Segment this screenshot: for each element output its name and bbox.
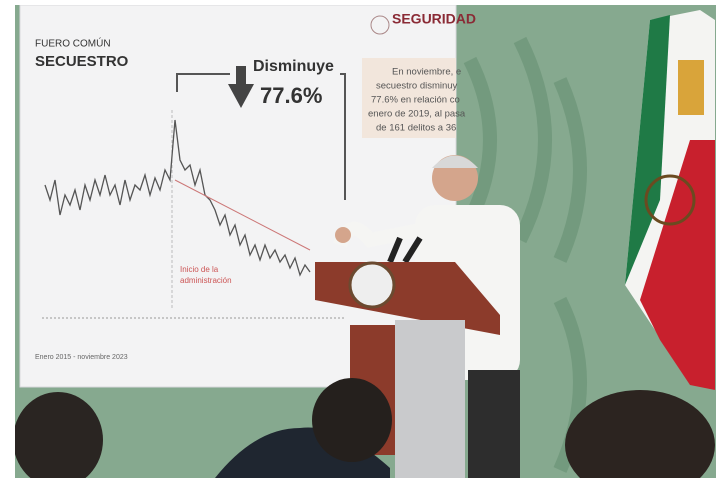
note-line: 77.6% en relación co [371,95,460,106]
trousers [468,370,520,478]
note-line: secuestro disminuy [376,81,458,92]
screen-header: SEGURIDAD [392,11,476,27]
note-line: de 161 delitos a 36 [376,123,456,134]
audience-head [312,378,392,462]
podium-seal [350,263,394,307]
photo: SEGURIDAD FUERO COMÚN SECUESTRO Disminuy… [0,0,716,478]
podium-column [395,320,465,478]
callout-value: 77.6% [260,83,322,108]
hand [335,227,351,243]
kicker: FUERO COMÚN [35,37,111,50]
note-line: En noviembre, e [392,67,461,78]
note-line: enero de 2019, al pasa [368,109,466,120]
footer: Enero 2015 - noviembre 2023 [35,354,128,361]
screen-title: SECUESTRO [35,53,129,70]
callout-label: Disminuye [253,58,334,75]
annotation: administración [180,276,232,285]
border [0,0,15,478]
border [0,0,716,5]
flag-tassel [678,60,704,115]
annotation: Inicio de la [180,265,219,274]
